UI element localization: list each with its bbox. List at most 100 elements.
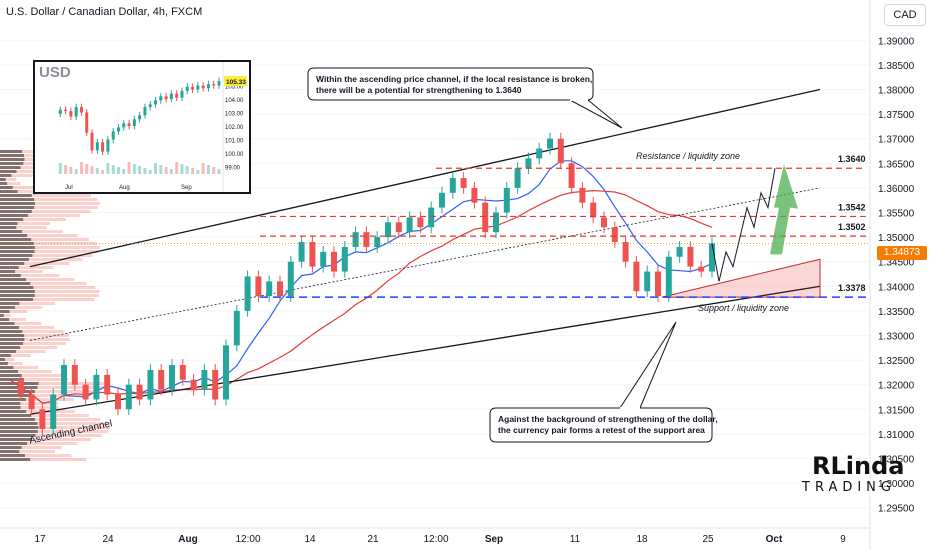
volume-bar-core bbox=[0, 394, 31, 397]
volume-bar bbox=[0, 178, 17, 181]
inset-last-value: 105.33 bbox=[226, 79, 246, 86]
inset-candle-body bbox=[196, 85, 200, 90]
candle-body bbox=[503, 187, 510, 213]
volume-bar-core bbox=[0, 454, 25, 457]
volume-bar bbox=[0, 346, 58, 349]
volume-bar bbox=[0, 182, 21, 185]
volume-bar-core bbox=[0, 358, 6, 361]
volume-bar bbox=[0, 334, 70, 337]
candle-body bbox=[136, 384, 143, 400]
volume-bar bbox=[0, 390, 100, 393]
volume-bar-core bbox=[0, 262, 25, 265]
inset-volume-bar bbox=[180, 164, 184, 174]
inset-candle-body bbox=[95, 142, 99, 151]
volume-bar bbox=[0, 378, 69, 381]
inset-candle-body bbox=[74, 107, 78, 117]
y-tick-label: 1.32500 bbox=[878, 356, 915, 367]
candle-body bbox=[557, 138, 564, 164]
candle-body bbox=[611, 227, 618, 243]
inset-volume-bar bbox=[74, 169, 78, 174]
candle-body bbox=[125, 384, 132, 410]
x-tick-label: 14 bbox=[304, 534, 316, 545]
volume-bar bbox=[0, 294, 100, 297]
green-arrow bbox=[770, 164, 798, 255]
candle-body bbox=[655, 271, 661, 297]
volume-bar-core bbox=[0, 366, 14, 369]
volume-bar-core bbox=[0, 374, 22, 377]
candle-body bbox=[169, 365, 175, 390]
volume-bar-core bbox=[0, 362, 8, 365]
candle-body bbox=[428, 207, 435, 228]
volume-bar bbox=[0, 314, 11, 317]
inset-candle-body bbox=[143, 107, 147, 116]
callout-box bbox=[307, 67, 594, 101]
volume-bar-core bbox=[0, 446, 22, 449]
volume-bar bbox=[0, 394, 89, 397]
volume-bar bbox=[0, 310, 28, 313]
inset-volume-bar bbox=[85, 164, 89, 174]
volume-bar bbox=[0, 318, 26, 321]
candle-body bbox=[287, 261, 294, 297]
candle-body bbox=[417, 217, 424, 228]
candle-body bbox=[644, 271, 651, 292]
inset-volume-bar bbox=[185, 166, 189, 174]
volume-bar bbox=[0, 410, 75, 413]
volume-bar bbox=[0, 350, 46, 353]
y-tick-label: 1.36000 bbox=[878, 184, 915, 195]
y-tick-label: 1.37000 bbox=[878, 135, 915, 146]
inset-volume-bar bbox=[111, 165, 115, 174]
inset-volume-bar bbox=[90, 166, 94, 174]
volume-bar bbox=[0, 290, 100, 293]
x-tick-label: 17 bbox=[34, 534, 46, 545]
last-price-badge: 1.34873 bbox=[877, 246, 927, 260]
volume-bar-core bbox=[0, 278, 27, 281]
inset-candle-body bbox=[138, 115, 142, 120]
volume-bar-core bbox=[0, 442, 28, 445]
level-label: 1.3378 bbox=[838, 283, 866, 293]
volume-bar-core bbox=[0, 298, 34, 301]
volume-bar bbox=[0, 342, 66, 345]
inset-candle-body bbox=[148, 104, 152, 108]
candle-body bbox=[590, 202, 597, 218]
volume-bar-core bbox=[0, 210, 32, 213]
x-tick-label: 12:00 bbox=[423, 534, 448, 545]
currency-button[interactable]: CAD bbox=[884, 4, 926, 26]
volume-bar-core bbox=[0, 354, 11, 357]
inset-x-tick: Jul bbox=[65, 185, 73, 191]
volume-bar bbox=[0, 190, 51, 193]
volume-bar-core bbox=[0, 430, 38, 433]
volume-bar bbox=[0, 450, 56, 453]
candle-body bbox=[50, 394, 57, 429]
candle-body bbox=[385, 222, 391, 238]
volume-bar bbox=[0, 330, 64, 333]
candle-body bbox=[158, 369, 165, 390]
candle-body bbox=[244, 276, 251, 311]
volume-bar-core bbox=[0, 438, 32, 441]
inset-volume-bar bbox=[64, 165, 68, 174]
volume-bar-core bbox=[0, 350, 16, 353]
candle-body bbox=[266, 281, 273, 297]
volume-bar bbox=[0, 286, 96, 289]
candle-body bbox=[449, 178, 456, 193]
volume-bar-core bbox=[0, 330, 23, 333]
inset-candle-body bbox=[132, 119, 136, 126]
candle-body bbox=[514, 168, 521, 188]
logo-line-2: TRADING bbox=[802, 480, 896, 495]
brand-logo: RLinda TRADING bbox=[796, 452, 904, 498]
candle-body bbox=[363, 232, 370, 247]
inset-candle-body bbox=[169, 93, 173, 99]
callout-pointer bbox=[619, 321, 677, 409]
level-tag: Resistance / liquidity zone bbox=[636, 151, 740, 161]
volume-bar bbox=[0, 206, 98, 209]
inset-y-tick: 100.00 bbox=[225, 152, 244, 158]
candle-body bbox=[439, 192, 445, 208]
inset-volume-bar bbox=[95, 168, 99, 174]
volume-bar-core bbox=[0, 250, 35, 253]
inset-volume-bar bbox=[127, 162, 131, 174]
inset-y-tick: 105.00 bbox=[225, 85, 244, 91]
inset-chart: 105.00 104.00 103.00 102.00 101.00 100.00 99.0… bbox=[58, 62, 247, 192]
volume-bar bbox=[0, 326, 55, 329]
inset-candle-body bbox=[69, 111, 73, 117]
volume-bar-core bbox=[0, 318, 10, 321]
